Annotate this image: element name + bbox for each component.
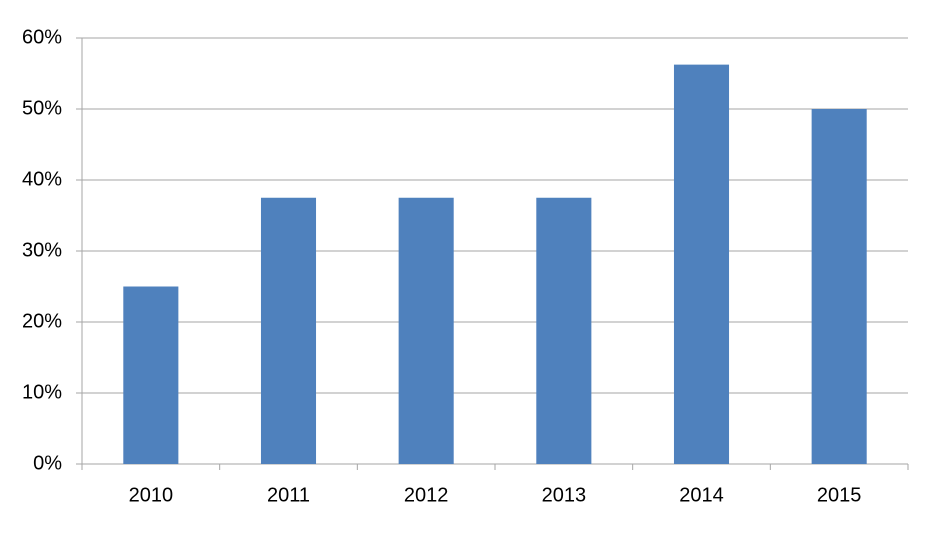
y-tick-label: 30% [22,239,62,261]
y-tick-label: 50% [22,97,62,119]
bar [398,197,454,464]
x-tick-label: 2010 [129,484,174,506]
y-tick-label: 20% [22,310,62,332]
bar [811,109,867,464]
x-tick-label: 2011 [267,484,310,506]
bar [123,286,179,464]
y-tick-label: 10% [22,381,62,403]
y-tick-label: 0% [33,452,62,474]
bar [260,197,317,464]
bar [536,197,592,464]
x-tick-label: 2015 [817,484,862,506]
y-tick-label: 40% [22,168,62,190]
y-tick-label: 60% [22,26,62,48]
x-tick-label: 2014 [679,484,724,506]
x-tick-label: 2012 [404,484,449,506]
x-tick-label: 2013 [542,484,587,506]
bar [673,64,730,464]
